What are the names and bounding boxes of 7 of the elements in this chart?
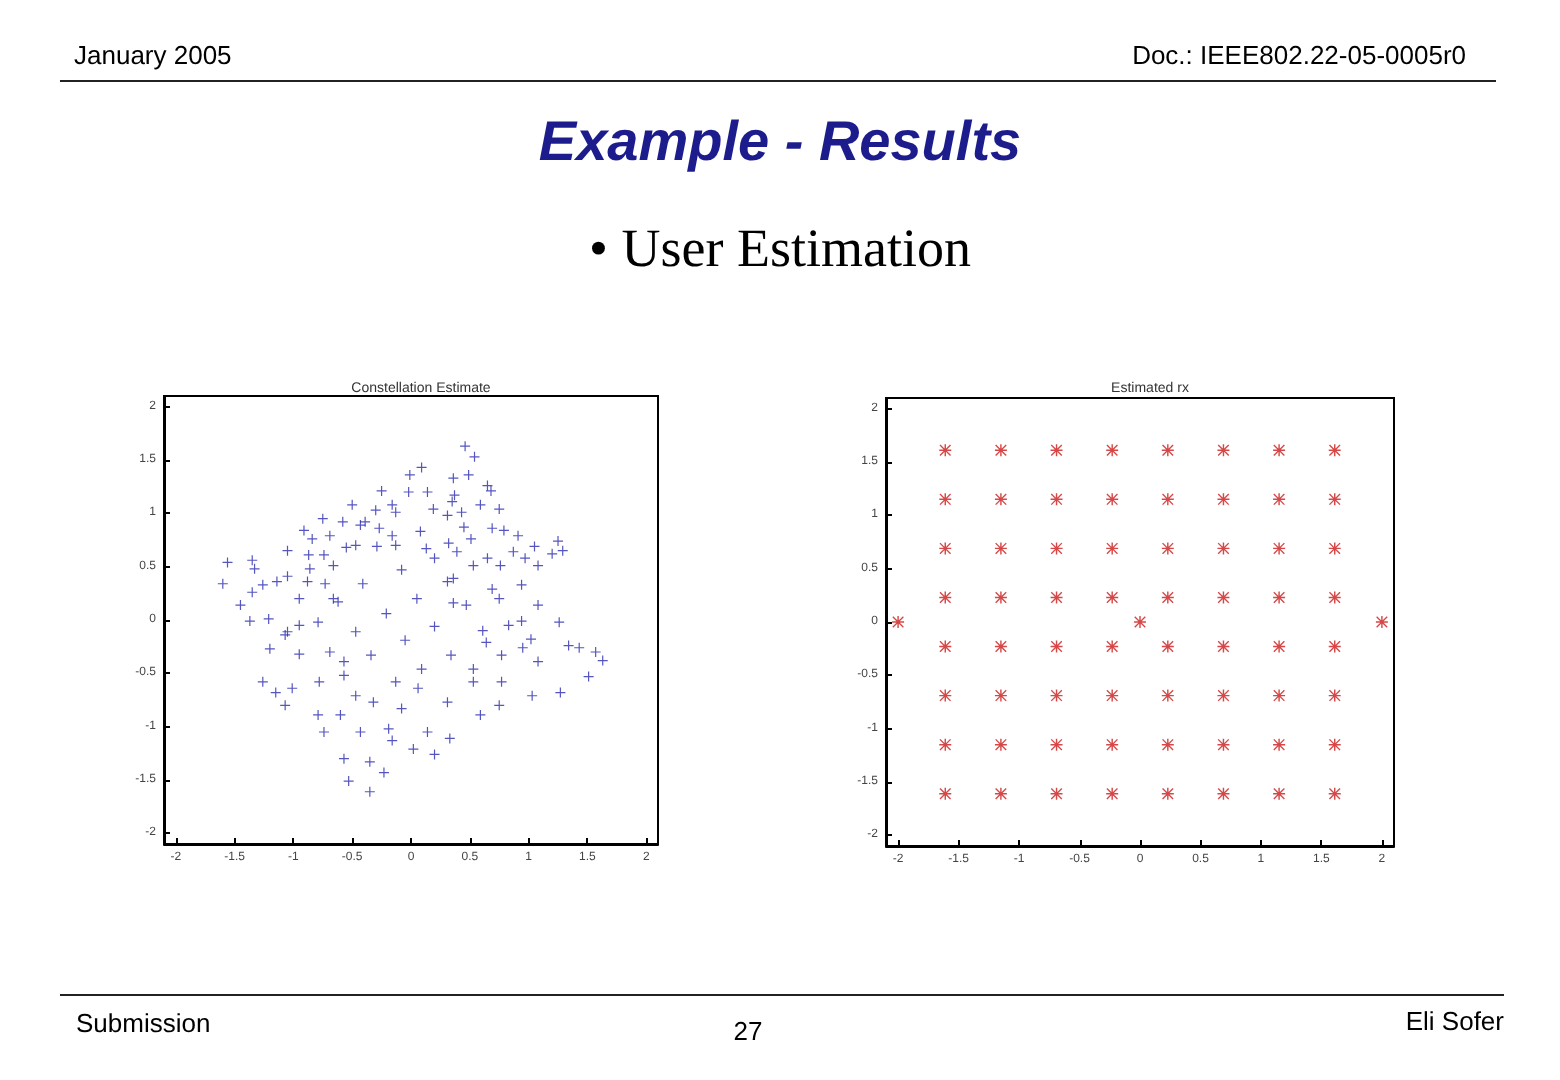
text: January 2005 [74, 40, 232, 70]
text: Doc.: IEEE802.22-05-0005r0 [1132, 40, 1466, 70]
text: Submission [76, 1008, 211, 1038]
text: • User Estimation [589, 218, 971, 278]
text: 27 [733, 1016, 763, 1046]
text: Eli Sofer [1405, 1006, 1504, 1036]
text: Example - Results [538, 110, 1022, 172]
